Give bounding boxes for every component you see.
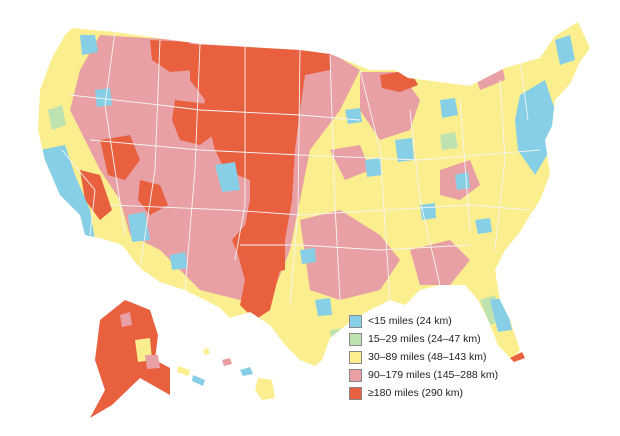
- legend-swatch: [349, 314, 362, 328]
- legend-label: ≥180 miles (290 km): [368, 387, 464, 399]
- hawaii-map: [203, 348, 275, 400]
- florida-keys: [510, 352, 525, 362]
- alaska-islands: [177, 366, 205, 386]
- zone-under-15-miles: [40, 35, 575, 332]
- alaska-map: [90, 300, 170, 418]
- map-legend: <15 miles (24 km) 15–29 miles (24–47 km)…: [349, 312, 549, 402]
- legend-label: 30–89 miles (48–143 km): [368, 351, 487, 363]
- legend-item-15-29: 15–29 miles (24–47 km): [349, 330, 549, 348]
- legend-item-180-plus: ≥180 miles (290 km): [349, 384, 549, 402]
- legend-swatch: [349, 350, 362, 364]
- legend-item-under-15: <15 miles (24 km): [349, 312, 549, 330]
- legend-label: 15–29 miles (24–47 km): [368, 333, 481, 345]
- legend-label: 90–179 miles (145–288 km): [368, 369, 499, 381]
- legend-item-30-89: 30–89 miles (48–143 km): [349, 348, 549, 366]
- legend-item-90-179: 90–179 miles (145–288 km): [349, 366, 549, 384]
- legend-label: <15 miles (24 km): [368, 315, 452, 327]
- legend-swatch: [349, 368, 362, 382]
- state-borders: [61, 31, 541, 306]
- legend-swatch: [349, 386, 362, 400]
- legend-swatch: [349, 332, 362, 346]
- zone-180-plus-miles: [80, 40, 418, 320]
